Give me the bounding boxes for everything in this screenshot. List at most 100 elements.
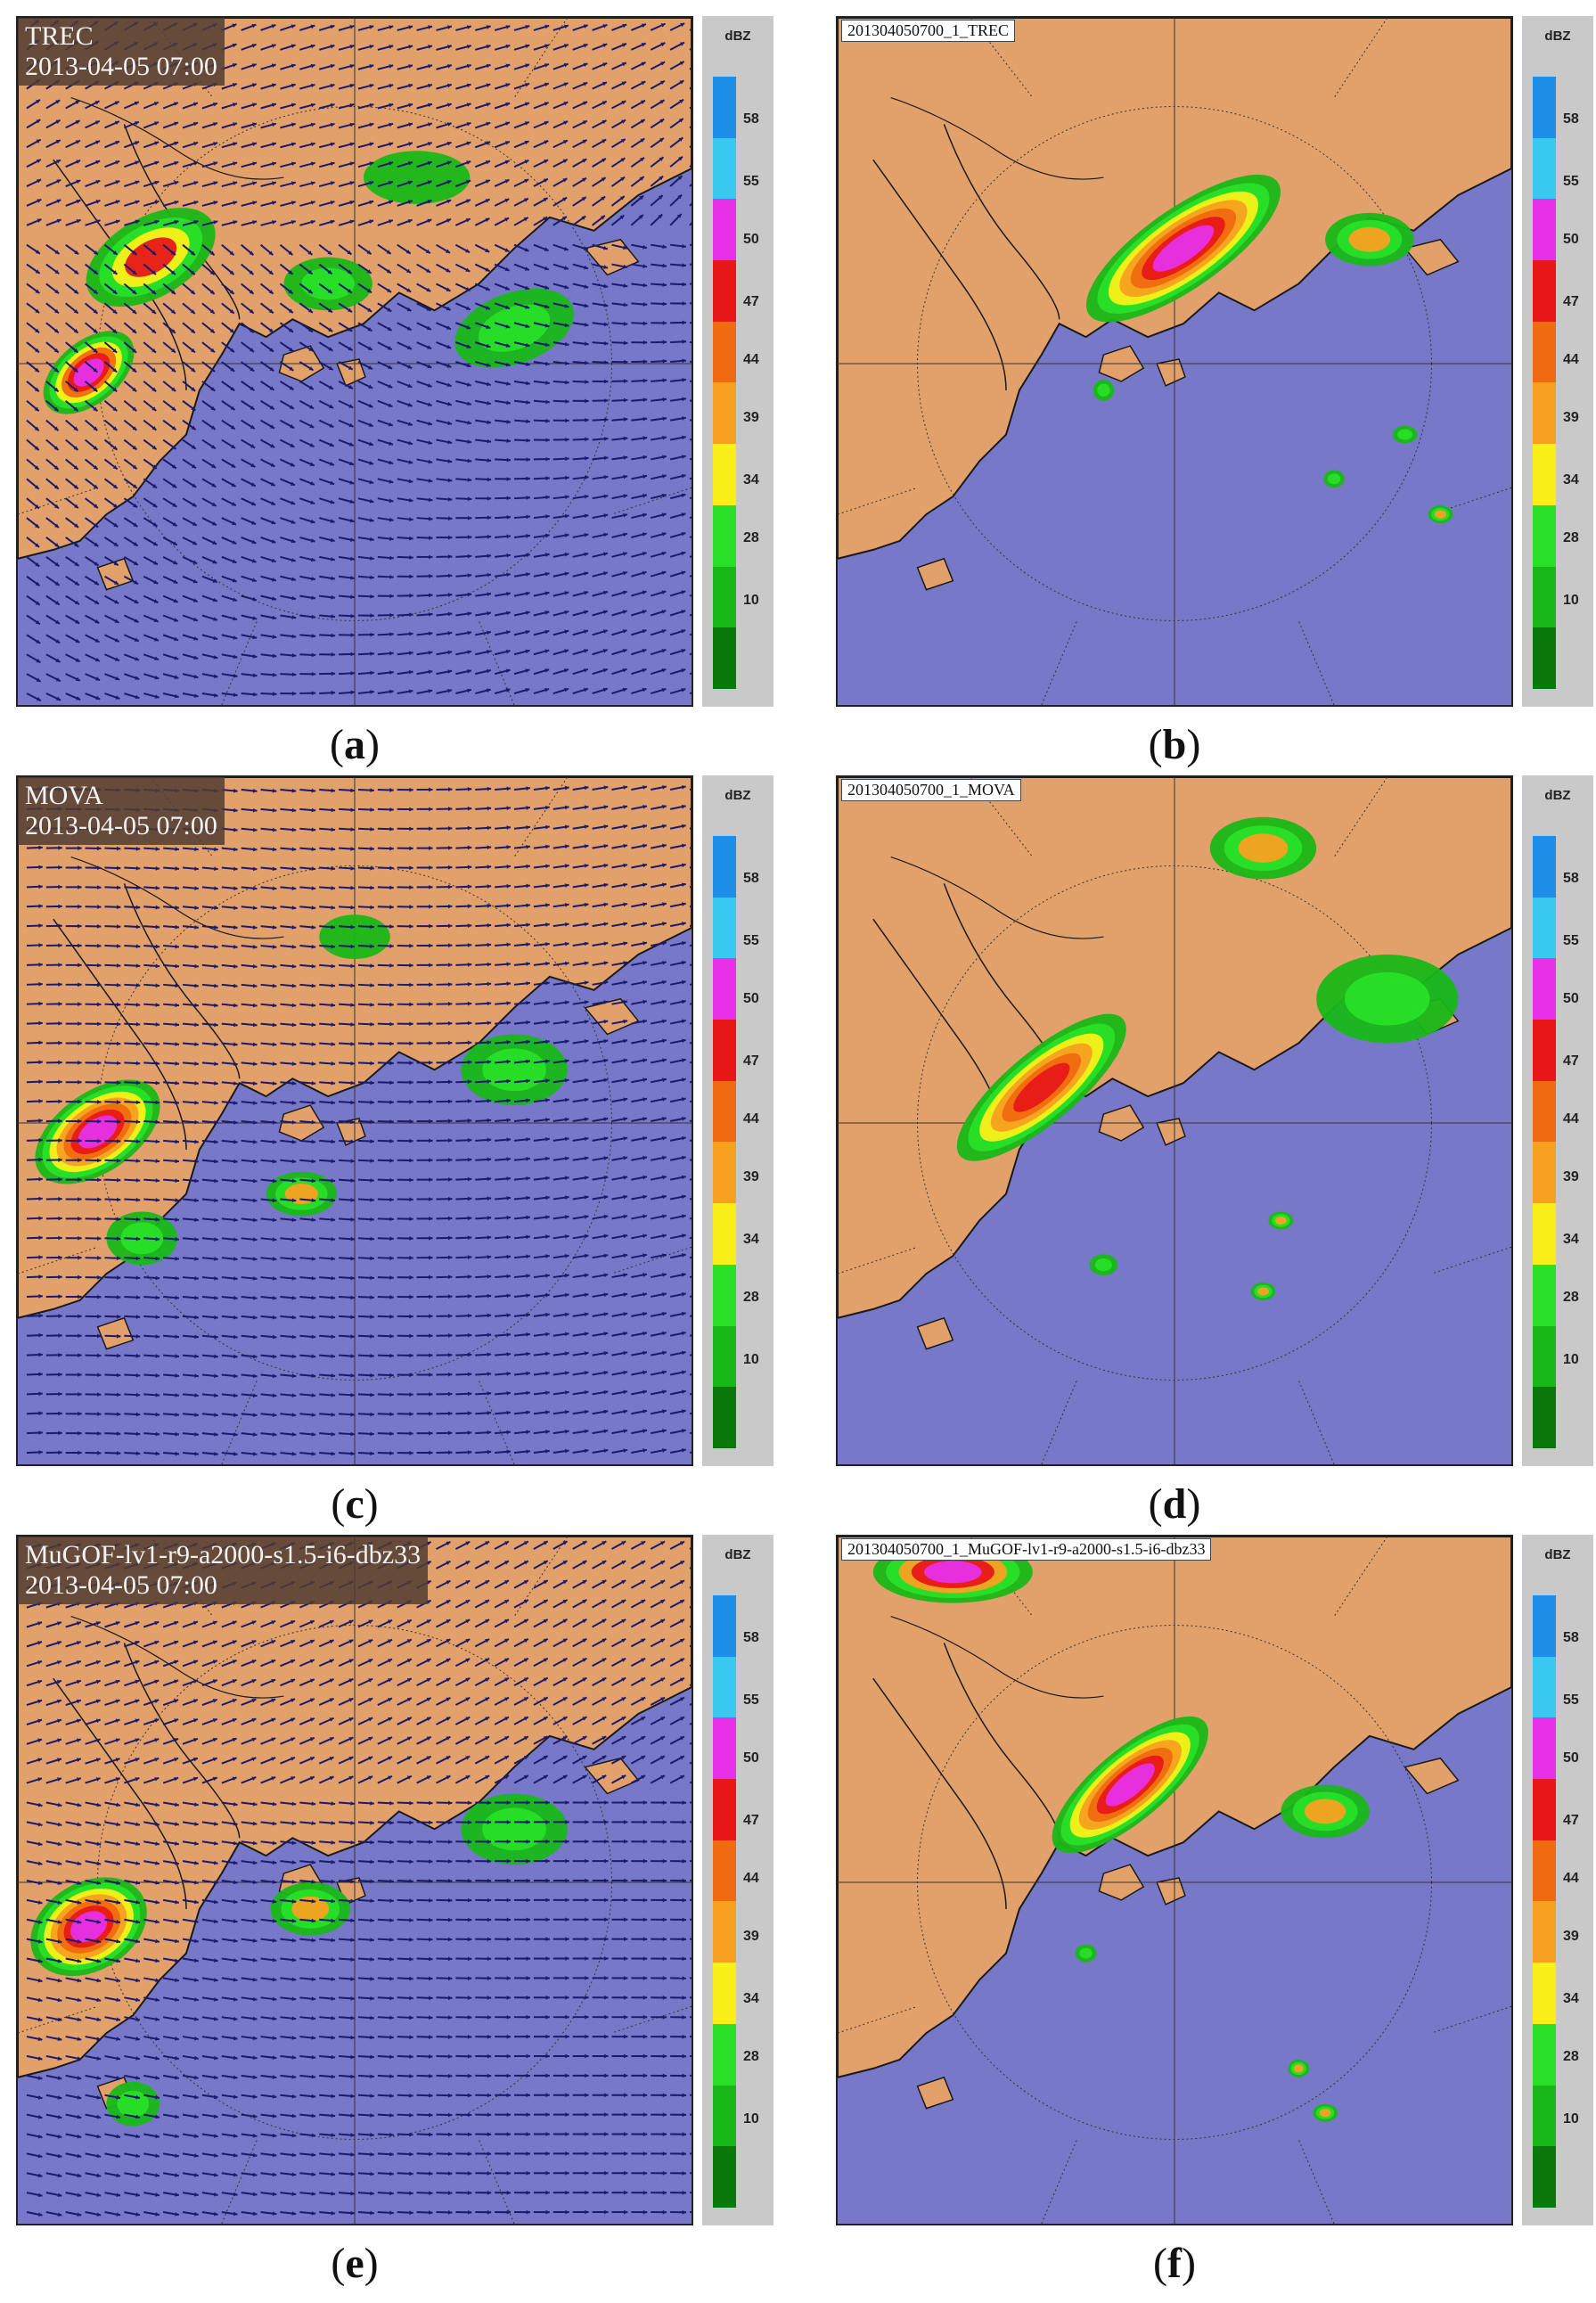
legend-swatch bbox=[713, 1595, 736, 1657]
legend-tick: 39 bbox=[743, 1169, 759, 1184]
legend-swatch bbox=[1533, 77, 1556, 138]
dbz-legend-f: dBZ 58 55 50 47 44 39 34 28 10 bbox=[1522, 1535, 1593, 2225]
dbz-legend-e: dBZ 58 55 50 47 44 39 34 28 10 bbox=[702, 1535, 773, 2225]
legend-swatch bbox=[1533, 260, 1556, 322]
legend-swatch bbox=[713, 2085, 736, 2147]
legend-tick: 55 bbox=[743, 933, 759, 948]
legend-swatch bbox=[713, 260, 736, 322]
legend-swatch bbox=[1533, 1325, 1556, 1388]
legend-tick: 44 bbox=[1563, 1871, 1579, 1886]
legend-swatch bbox=[1533, 1142, 1556, 1204]
legend-swatch bbox=[1533, 627, 1556, 689]
legend-tick: 34 bbox=[743, 1232, 759, 1247]
legend-swatch bbox=[713, 504, 736, 567]
legend-tick: 34 bbox=[1563, 1991, 1579, 2006]
panel-title-a: TREC 2013-04-05 07:00 bbox=[18, 18, 225, 86]
radar-map-d: 201304050700_1_MOVA bbox=[836, 775, 1513, 1466]
legend-swatch bbox=[713, 1963, 736, 2024]
legend-swatch bbox=[1533, 836, 1556, 897]
legend-colorbar bbox=[1533, 836, 1556, 1448]
caption-c: (c) bbox=[331, 1480, 379, 1528]
legend-tick: 50 bbox=[1563, 232, 1579, 247]
legend-colorbar bbox=[713, 836, 736, 1448]
legend-tick: 47 bbox=[743, 294, 759, 309]
legend-tick: 10 bbox=[1563, 2111, 1579, 2127]
legend-swatch bbox=[1533, 1840, 1556, 1902]
panel-a: TREC 2013-04-05 07:00 dBZ 58 55 50 47 44 39 34 2… bbox=[16, 16, 791, 768]
vector-map-e: MuGOF-lv1-r9-a2000-s1.5-i6-dbz33 2013-04… bbox=[16, 1535, 693, 2225]
legend-tick: 50 bbox=[743, 991, 759, 1006]
legend-tick: 50 bbox=[1563, 1750, 1579, 1766]
panel-title-b: 201304050700_1_TREC bbox=[841, 20, 1016, 42]
legend-swatch bbox=[1533, 1264, 1556, 1326]
legend-swatch bbox=[713, 1656, 736, 1718]
legend-colorbar bbox=[713, 77, 736, 689]
legend-swatch bbox=[713, 627, 736, 689]
legend-swatch bbox=[1533, 1656, 1556, 1718]
map-canvas-b bbox=[838, 18, 1511, 705]
vector-map-a: TREC 2013-04-05 07:00 bbox=[16, 16, 693, 707]
dbz-legend-d: dBZ 58 55 50 47 44 39 34 28 10 bbox=[1522, 775, 1593, 1466]
panel-title-c: MOVA 2013-04-05 07:00 bbox=[18, 777, 225, 845]
legend-swatch bbox=[713, 137, 736, 200]
caption-b: (b) bbox=[1148, 721, 1201, 768]
legend-swatch bbox=[1533, 1387, 1556, 1448]
legend-unit: dBZ bbox=[724, 29, 751, 44]
legend-tick: 55 bbox=[743, 174, 759, 189]
legend-colorbar bbox=[713, 1595, 736, 2208]
panel-d: 201304050700_1_MOVA dBZ 58 55 50 47 44 39 34 28 1… bbox=[836, 775, 1596, 1528]
panel-title-d: 201304050700_1_MOVA bbox=[841, 779, 1021, 801]
map-canvas-c bbox=[18, 777, 692, 1464]
legend-swatch bbox=[713, 1080, 736, 1143]
legend-tick: 28 bbox=[743, 530, 759, 545]
legend-tick: 47 bbox=[1563, 1053, 1579, 1069]
legend-swatch bbox=[713, 1779, 736, 1840]
legend-swatch bbox=[713, 1325, 736, 1388]
legend-tick: 34 bbox=[1563, 1232, 1579, 1247]
legend-unit: dBZ bbox=[1544, 788, 1571, 803]
legend-tick: 44 bbox=[743, 1111, 759, 1127]
legend-tick: 58 bbox=[1563, 1630, 1579, 1645]
legend-swatch bbox=[713, 382, 736, 445]
dbz-legend-c: dBZ 58 55 50 47 44 39 34 28 10 bbox=[702, 775, 773, 1466]
legend-tick: 58 bbox=[743, 1630, 759, 1645]
legend-tick: 39 bbox=[1563, 1169, 1579, 1184]
legend-tick: 10 bbox=[1563, 593, 1579, 608]
legend-swatch bbox=[1533, 1020, 1556, 1081]
legend-tick: 50 bbox=[743, 1750, 759, 1766]
legend-tick: 47 bbox=[1563, 294, 1579, 309]
legend-tick: 39 bbox=[743, 410, 759, 425]
legend-tick: 58 bbox=[1563, 871, 1579, 886]
legend-tick: 28 bbox=[1563, 530, 1579, 545]
legend-swatch bbox=[1533, 1779, 1556, 1840]
legend-tick: 28 bbox=[743, 2049, 759, 2064]
legend-tick: 39 bbox=[1563, 1929, 1579, 1944]
legend-tick: 44 bbox=[1563, 1111, 1579, 1127]
legend-swatch bbox=[713, 321, 736, 383]
legend-tick: 28 bbox=[1563, 1290, 1579, 1305]
legend-swatch bbox=[1533, 1717, 1556, 1780]
legend-swatch bbox=[713, 2023, 736, 2086]
method-label: MuGOF-lv1-r9-a2000-s1.5-i6-dbz33 bbox=[25, 1540, 422, 1569]
panel-e: MuGOF-lv1-r9-a2000-s1.5-i6-dbz33 2013-04… bbox=[16, 1535, 791, 2287]
legend-swatch bbox=[713, 1203, 736, 1265]
legend-tick: 39 bbox=[743, 1929, 759, 1944]
caption-f: (f) bbox=[1153, 2240, 1196, 2287]
radar-map-f: 201304050700_1_MuGOF-lv1-r9-a2000-s1.5-i… bbox=[836, 1535, 1513, 2225]
legend-swatch bbox=[713, 2146, 736, 2208]
legend-swatch bbox=[713, 1901, 736, 1963]
panel-title-f: 201304050700_1_MuGOF-lv1-r9-a2000-s1.5-i… bbox=[841, 1538, 1212, 1561]
legend-tick: 58 bbox=[1563, 111, 1579, 127]
legend-swatch bbox=[713, 444, 736, 505]
legend-unit: dBZ bbox=[724, 1547, 751, 1562]
legend-swatch bbox=[713, 77, 736, 138]
legend-unit: dBZ bbox=[724, 788, 751, 803]
legend-swatch bbox=[1533, 382, 1556, 445]
legend-tick: 10 bbox=[1563, 1352, 1579, 1367]
legend-swatch bbox=[713, 897, 736, 959]
legend-swatch bbox=[1533, 897, 1556, 959]
legend-swatch bbox=[1533, 1203, 1556, 1265]
legend-swatch bbox=[1533, 504, 1556, 567]
legend-swatch bbox=[1533, 2023, 1556, 2086]
legend-tick: 50 bbox=[1563, 991, 1579, 1006]
